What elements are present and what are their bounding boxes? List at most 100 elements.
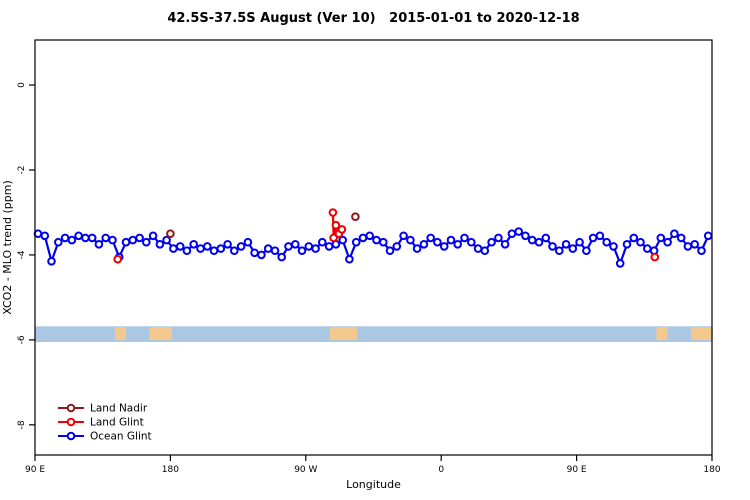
x-tick-label: 180 (703, 465, 720, 475)
series-land-nadir (166, 212, 360, 238)
data-point-ocean-glint (101, 233, 110, 243)
data-point-ocean-glint (230, 246, 239, 255)
legend-marker-sample (66, 403, 76, 413)
y-axis-title: XCO2 - MLO trend (ppm) (1, 180, 14, 315)
data-point-ocean-glint (392, 242, 402, 251)
data-point-ocean-glint (527, 235, 537, 245)
data-point-ocean-glint (487, 237, 496, 247)
data-point-ocean-glint (663, 237, 672, 247)
data-point-ocean-glint (297, 246, 307, 255)
data-point-ocean-glint (128, 235, 138, 245)
data-point-ocean-glint (636, 237, 645, 247)
legend-marker-sample (66, 417, 76, 427)
legend-item-ocean-glint: Ocean Glint (58, 431, 152, 443)
data-point-ocean-glint (548, 242, 557, 251)
data-point-ocean-glint (676, 233, 686, 243)
data-point-ocean-glint (250, 248, 259, 258)
data-point-ocean-glint (196, 244, 205, 253)
legend: Land Nadir Land Glint Ocean Glint (58, 403, 152, 443)
data-point-ocean-glint (175, 242, 185, 251)
data-point-ocean-glint (33, 229, 43, 238)
data-point-ocean-glint (324, 242, 334, 251)
legend-item-land-nadir: Land Nadir (58, 403, 148, 415)
data-point-land-glint (337, 225, 347, 234)
data-point-ocean-glint (311, 244, 320, 253)
data-point-ocean-glint (216, 244, 226, 253)
data-point-ocean-glint (412, 244, 422, 253)
data-point-ocean-glint (480, 246, 490, 255)
data-point-ocean-glint (426, 233, 436, 243)
data-point-land-glint (329, 233, 338, 243)
data-point-ocean-glint (270, 246, 280, 255)
data-point-ocean-glint (602, 237, 612, 247)
data-point-land-glint (113, 254, 122, 264)
data-point-land-nadir (166, 229, 175, 238)
data-point-ocean-glint (588, 233, 598, 243)
data-point-ocean-glint (284, 242, 293, 251)
data-point-ocean-glint (358, 233, 368, 243)
land-mass-segment (329, 327, 357, 341)
data-point-ocean-glint (697, 246, 706, 255)
data-point-ocean-glint (148, 231, 158, 241)
data-point-ocean-glint (243, 237, 253, 247)
data-point-ocean-glint (561, 240, 571, 249)
data-point-ocean-glint (203, 242, 212, 251)
legend-label: Land Glint (90, 417, 144, 429)
land-mass-segment (690, 327, 713, 341)
data-point-ocean-glint (494, 233, 503, 243)
data-point-ocean-glint (446, 235, 456, 245)
land-mass-segment (656, 327, 668, 341)
data-point-ocean-glint (555, 246, 564, 255)
ocean-band (35, 326, 712, 343)
data-point-ocean-glint (277, 252, 287, 262)
data-point-ocean-glint (419, 240, 429, 249)
data-point-ocean-glint (521, 231, 530, 241)
data-point-ocean-glint (439, 242, 449, 251)
data-point-ocean-glint (345, 254, 354, 264)
land-mass-segment (149, 327, 172, 341)
y-tick-label: -4 (17, 250, 27, 259)
data-point-ocean-glint (582, 246, 591, 255)
data-point-ocean-glint (643, 244, 652, 253)
data-point-ocean-glint (541, 233, 551, 243)
data-point-ocean-glint (304, 242, 314, 251)
data-point-ocean-glint (67, 235, 77, 245)
x-tick-label: 0 (438, 465, 444, 475)
y-tick-label: 0 (17, 82, 27, 88)
data-point-ocean-glint (514, 227, 524, 236)
data-point-ocean-glint (568, 244, 578, 253)
data-point-land-nadir (351, 212, 360, 221)
data-point-ocean-glint (108, 235, 117, 245)
data-point-ocean-glint (670, 229, 679, 238)
land-mass-segment (114, 327, 127, 341)
world-map-band (35, 326, 713, 343)
data-point-ocean-glint (155, 240, 165, 249)
data-point-ocean-glint (365, 231, 375, 241)
plot-frame (34, 39, 713, 456)
data-point-ocean-glint (169, 244, 178, 253)
data-point-ocean-glint (683, 242, 693, 251)
data-point-ocean-glint (467, 237, 476, 247)
data-point-ocean-glint (609, 242, 618, 251)
y-tick-label: -2 (17, 165, 27, 174)
data-point-ocean-glint (257, 250, 266, 260)
data-point-ocean-glint (318, 237, 327, 247)
data-point-ocean-glint (595, 231, 605, 241)
data-point-ocean-glint (615, 259, 625, 268)
data-point-ocean-glint (338, 235, 348, 245)
data-point-ocean-glint (372, 235, 381, 245)
y-tick-label: -6 (17, 335, 27, 344)
data-point-ocean-glint (473, 244, 483, 253)
data-point-land-glint (331, 220, 341, 230)
legend-label: Ocean Glint (90, 431, 152, 443)
data-point-ocean-glint (40, 231, 50, 241)
legend-marker-sample (66, 431, 76, 441)
data-point-ocean-glint (223, 240, 232, 249)
y-axis: 0 -2 -4 -6 -8 (17, 82, 35, 429)
y-tick-label: -8 (17, 420, 27, 429)
data-point-ocean-glint (453, 240, 463, 249)
data-point-ocean-glint (182, 246, 192, 255)
data-point-ocean-glint (622, 240, 632, 249)
